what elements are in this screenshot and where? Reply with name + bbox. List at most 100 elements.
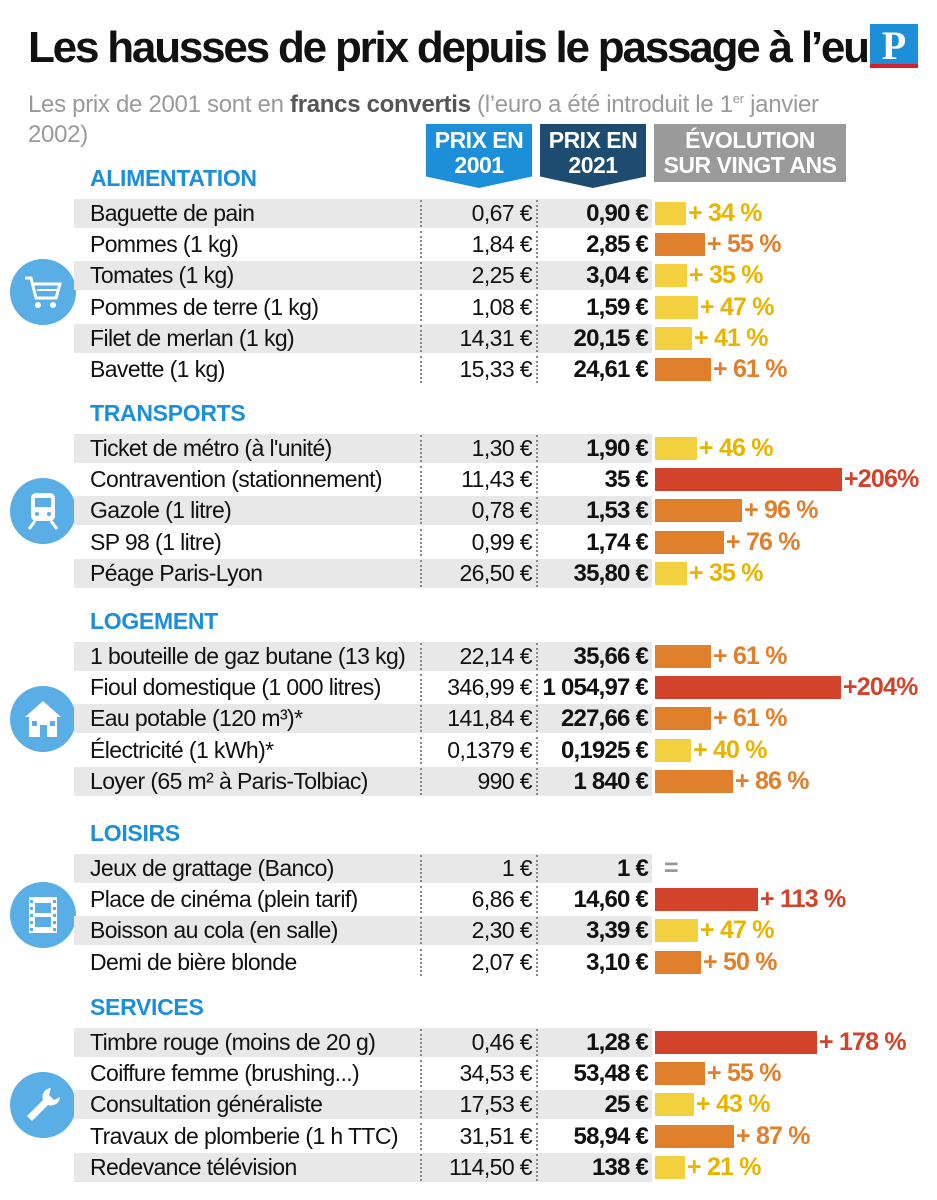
evolution-label: + 50 %	[703, 947, 778, 976]
item-label: Fioul domestique (1 000 litres)	[90, 674, 381, 701]
row-background	[74, 1152, 652, 1182]
column-header-line: 2021	[568, 152, 618, 178]
wrench-icon	[10, 1072, 76, 1138]
item-label: Place de cinéma (plein tarif)	[90, 886, 358, 913]
price-2021: 1 €	[617, 855, 649, 882]
column-separator	[536, 886, 538, 914]
evolution-label: + 86 %	[735, 766, 810, 795]
column-header-line: 2001	[454, 152, 504, 178]
row-background	[74, 261, 652, 291]
item-label: Eau potable (120 m³)*	[90, 705, 303, 732]
column-separator	[536, 497, 538, 525]
evolution-label: + 61 %	[713, 355, 788, 383]
column-separator	[420, 767, 422, 795]
chart-row: Timbre rouge (moins de 20 g) 0,46 € 1,28 €…	[74, 1027, 934, 1058]
column-separator	[420, 324, 422, 352]
column-header-2021: PRIX EN 2021	[540, 124, 646, 188]
column-separator	[420, 948, 422, 976]
price-2001: 2,07 €	[471, 948, 533, 975]
subtitle-text: (l’euro a été introduit le 1	[470, 91, 733, 118]
column-separator	[536, 948, 538, 976]
train-icon	[10, 478, 76, 544]
column-separator	[420, 293, 422, 321]
column-header-line: PRIX EN	[434, 127, 524, 153]
evolution-bar	[655, 1031, 817, 1054]
row-background	[74, 1090, 652, 1120]
evolution-label: + 96 %	[744, 496, 819, 525]
item-label: Baguette de pain	[90, 200, 255, 226]
row-background	[74, 766, 652, 796]
chart-section-transports: TRANSPORTS Ticket de métro (à l'unité) 1,3…	[0, 400, 937, 589]
price-2021: 1,90 €	[586, 435, 649, 462]
price-2021: 2,85 €	[586, 231, 649, 259]
evolution-label: + 35 %	[689, 261, 764, 290]
chart-section-loisirs: LOISIRS Jeux de grattage (Banco) 1 €1 € = Pl…	[0, 820, 937, 978]
price-2001: 1 €	[501, 855, 533, 881]
evolution-bar	[655, 1155, 685, 1179]
price-2001: 2,30 €	[471, 917, 533, 944]
column-separator	[536, 324, 538, 352]
evolution-bar	[655, 499, 742, 523]
column-separator	[420, 674, 422, 702]
evolution-bar	[655, 950, 701, 974]
row-background	[74, 496, 652, 526]
price-2021: 1,28 €	[586, 1029, 649, 1056]
price-2001: 990 €	[477, 767, 532, 794]
chart-row: Pommes de terre (1 kg) 1,08 € 1,59 € + 47 %	[74, 292, 934, 323]
column-separator	[536, 674, 538, 702]
evolution-bar	[655, 769, 733, 793]
subtitle-text: Les prix de 2001 sont en	[28, 91, 291, 118]
price-2021: 1,59 €	[586, 293, 649, 321]
column-separator	[536, 1153, 538, 1181]
page-title: Les hausses de prix depuis le passage à …	[28, 23, 910, 72]
column-separator	[420, 262, 422, 290]
evolution-label: + 55 %	[707, 230, 782, 259]
evolution-label: + 61 %	[713, 704, 788, 733]
chart-section-alimentation: ALIMENTATION Baguette de pain 0,67 € 0,90 €…	[0, 165, 937, 385]
section-title: LOISIRS	[90, 820, 180, 846]
column-separator	[420, 559, 422, 587]
evolution-label: + 55 %	[707, 1059, 782, 1088]
price-2021: 25 €	[604, 1091, 648, 1119]
chart-section-logement: LOGEMENT 1 bouteille de gaz butane (13 kg…	[0, 608, 937, 797]
price-2021: 35,66 €	[573, 643, 649, 670]
chart-row: Boisson au cola (en salle) 2,30 € 3,39 € + …	[74, 915, 934, 946]
logo-underline	[870, 64, 918, 68]
chart-row: 1 bouteille de gaz butane (13 kg) 22,14 €…	[74, 641, 934, 672]
price-2001: 0,78 €	[471, 497, 533, 524]
price-2001: 1,30 €	[471, 435, 533, 461]
column-separator	[420, 855, 422, 882]
price-2001: 1,84 €	[471, 231, 533, 258]
price-2001: 1,08 €	[471, 293, 533, 320]
chart-row: Gazole (1 litre) 0,78 € 1,53 € + 96 %	[74, 495, 934, 526]
column-separator	[536, 705, 538, 733]
price-2021: 1 054,97 €	[542, 674, 649, 702]
evolution-bar	[655, 264, 687, 288]
column-separator	[420, 1122, 422, 1150]
chart-row: Place de cinéma (plein tarif) 6,86 € 14,60…	[74, 884, 934, 915]
evolution-bar	[655, 738, 691, 762]
evolution-label: + 41 %	[694, 323, 769, 352]
price-2001: 15,33 €	[459, 356, 532, 382]
newspaper-logo: P	[870, 24, 918, 68]
evolution-bar	[655, 326, 692, 350]
evolution-bar	[655, 561, 687, 585]
item-label: Pommes de terre (1 kg)	[90, 293, 319, 320]
row-background	[74, 199, 652, 228]
evolution-label: + 43 %	[696, 1090, 771, 1119]
price-2021: 3,04 €	[586, 262, 649, 290]
chart-row: Eau potable (120 m³)* 141,84 € 227,66 € + 6…	[74, 703, 934, 734]
price-2021: 3,39 €	[586, 917, 649, 945]
price-2021: 3,10 €	[586, 948, 649, 976]
item-label: Coiffure femme (brushing...)	[90, 1060, 360, 1087]
row-background	[74, 434, 652, 463]
item-label: Gazole (1 litre)	[90, 497, 232, 524]
price-2001: 141,84 €	[447, 705, 532, 732]
chart-row: Électricité (1 kWh)* 0,1379 € 0,1925 € + 40…	[74, 735, 934, 766]
evolution-bar	[655, 468, 842, 492]
chart-section-services: SERVICES Timbre rouge (moins de 20 g) 0,46…	[0, 994, 937, 1183]
subtitle-text: janvier 2002)	[28, 91, 819, 148]
evolution-label: + 35 %	[689, 558, 764, 587]
price-2001: 6,86 €	[471, 886, 533, 913]
subtitle-emphasis: francs convertis	[290, 91, 471, 118]
